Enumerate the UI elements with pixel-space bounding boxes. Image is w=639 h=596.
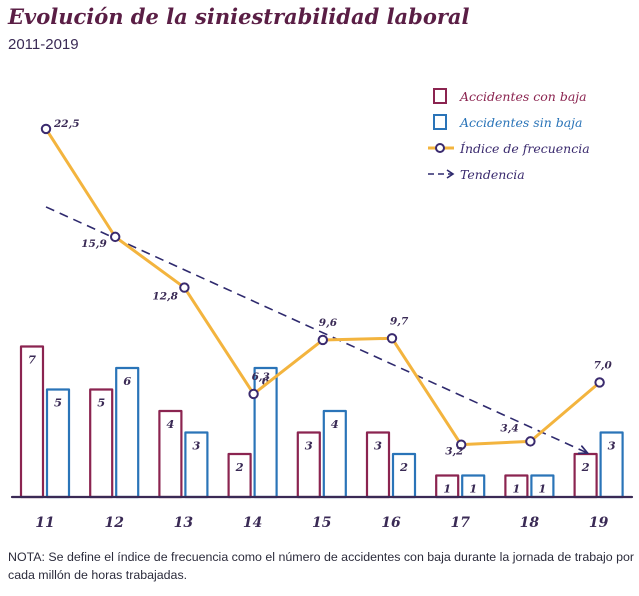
x-tick-labels: 11 12 13 14 15 16 17 18 19	[35, 515, 608, 531]
bar-con-baja-label-16: 3	[374, 439, 382, 453]
frequency-point-13	[179, 282, 190, 293]
frequency-label-11: 22,5	[53, 118, 80, 130]
legend-label-2: Índice de frecuencia	[459, 141, 590, 156]
chart-subtitle: 2011-2019	[8, 36, 79, 53]
frequency-label-15: 9,6	[319, 317, 338, 329]
bar-con-baja-11	[19, 345, 45, 499]
frequency-point-16	[386, 333, 398, 344]
bar-sin-baja-label-17: 1	[469, 482, 477, 496]
frequency-label-18: 3,4	[500, 422, 518, 434]
legend-label-0: Accidentes con baja	[459, 89, 587, 104]
x-tick-18: 18	[520, 515, 540, 531]
bar-con-baja-label-17: 1	[443, 482, 451, 496]
bar-con-baja-label-15: 3	[305, 439, 313, 453]
bar-sin-baja-label-19: 3	[608, 439, 616, 453]
legend-label-3: Tendencia	[460, 167, 525, 182]
frequency-point-12	[110, 231, 121, 243]
legend-swatch-1	[433, 114, 447, 130]
frequency-point-14	[248, 388, 259, 400]
frequency-label-13: 12,8	[152, 291, 178, 303]
x-tick-17: 17	[450, 515, 470, 531]
frequency-label-19: 7,0	[594, 359, 613, 371]
bar-sin-baja-label-14: 6	[262, 374, 270, 388]
trend-arrowhead	[577, 445, 590, 455]
legend-swatch-0	[433, 88, 447, 104]
frequency-point-11	[40, 123, 52, 135]
bar-sin-baja-label-11: 5	[54, 396, 62, 410]
legend-label-1: Accidentes sin baja	[459, 115, 583, 130]
bar-con-baja-label-13: 4	[166, 417, 174, 431]
bar-sin-baja-label-18: 1	[538, 482, 546, 496]
frequency-point-15	[317, 334, 328, 346]
legend-marker-2	[435, 143, 445, 153]
trend-layer	[45, 206, 590, 455]
legend: Accidentes con baja Accidentes sin baja Ín…	[428, 88, 590, 182]
trend-line	[45, 206, 588, 454]
x-tick-16: 16	[381, 515, 401, 531]
x-tick-12: 12	[104, 515, 124, 531]
bar-con-baja-label-19: 2	[581, 460, 590, 474]
bar-con-baja-label-11: 7	[28, 353, 36, 367]
x-tick-13: 13	[174, 515, 194, 531]
bar-sin-baja-label-12: 6	[123, 374, 131, 388]
bar-con-baja-label-14: 2	[235, 460, 244, 474]
frequency-label-14: 6,3	[252, 371, 270, 383]
x-tick-15: 15	[312, 515, 331, 531]
frequency-label-16: 9,7	[390, 315, 409, 327]
frequency-point-17	[456, 439, 467, 450]
line-layer: 22,5 15,9 12,8 6,3 9,6 9,7 3,2 3,4 7,0	[40, 118, 613, 458]
bar-sin-baja-label-13: 3	[192, 439, 200, 453]
legend-arrow-3	[446, 169, 455, 179]
bar-sin-baja-label-16: 2	[399, 460, 408, 474]
chart-title: Evolución de la siniestrabilidad laboral	[8, 4, 470, 29]
frequency-point-19	[594, 377, 605, 388]
bars-layer: 7 5 5 6 4 3 2 6 3 4 3 2 1 1 1 1 2 3	[19, 345, 624, 499]
bar-sin-baja-label-15: 4	[331, 417, 339, 431]
x-tick-11: 11	[35, 515, 54, 531]
frequency-label-12: 15,9	[81, 238, 107, 250]
frequency-point-18	[525, 436, 536, 447]
bar-con-baja-label-18: 1	[512, 482, 520, 496]
frequency-label-17: 3,2	[445, 446, 463, 458]
x-tick-14: 14	[243, 515, 262, 531]
footnote: NOTA: Se define el índice de frecuencia …	[8, 550, 634, 582]
x-tick-19: 19	[589, 515, 609, 531]
bar-con-baja-label-12: 5	[97, 396, 105, 410]
